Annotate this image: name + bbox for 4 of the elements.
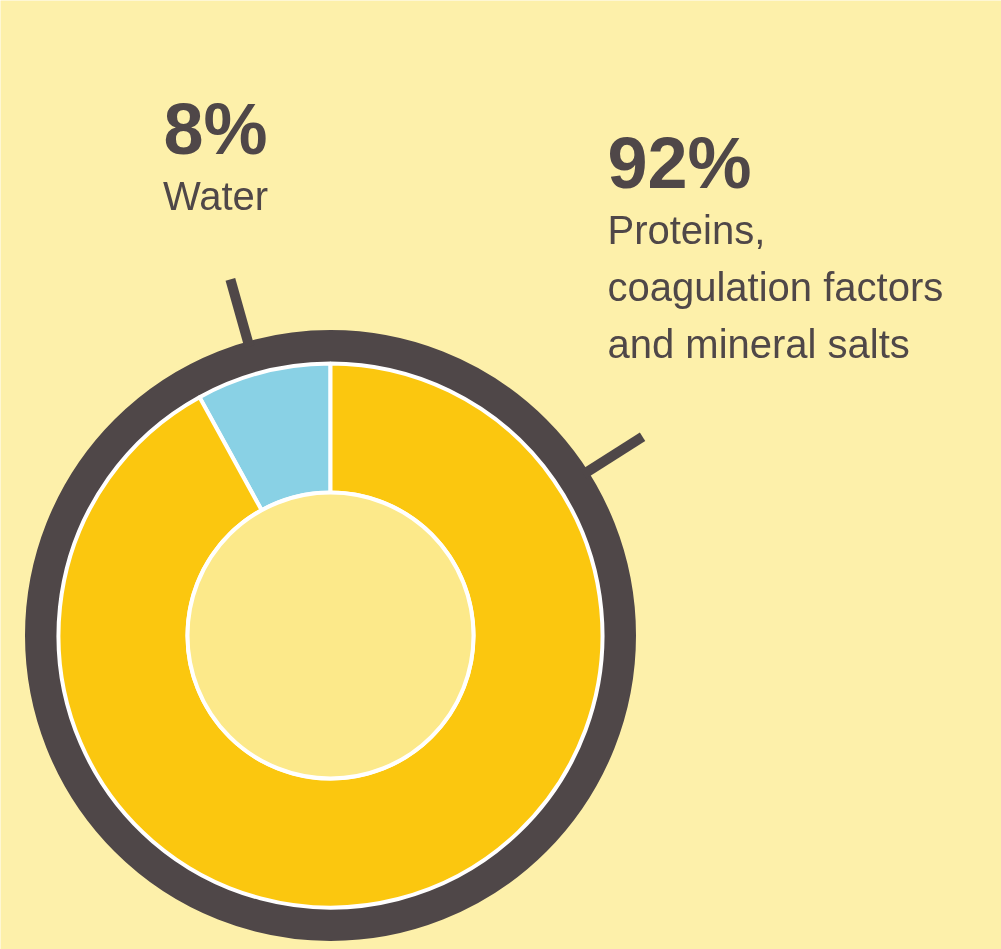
data-label: 92% bbox=[607, 122, 752, 203]
slice-label: Proteins, coagulation factors and mineral salts bbox=[607, 207, 944, 366]
slice-label: Water bbox=[162, 173, 269, 218]
data-label: 8% bbox=[163, 88, 268, 169]
